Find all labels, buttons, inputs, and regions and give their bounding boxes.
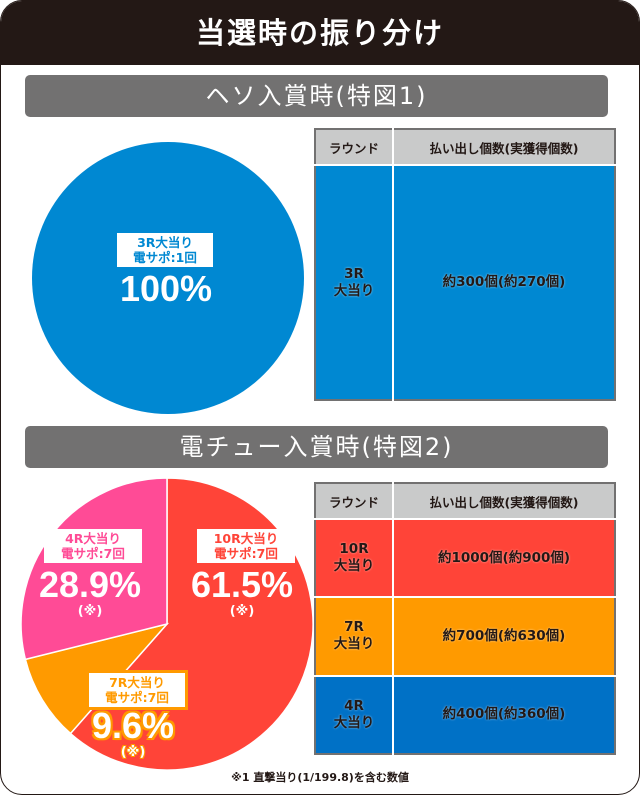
round-type: 大当り [333, 636, 375, 653]
table-row: 10R 大当り 約1000個(約900個) [315, 519, 615, 599]
slice-label-line2: 電サポ:7回 [105, 690, 169, 705]
payout-cell: 約700個(約630個) [393, 597, 615, 677]
section-title-heso: ヘソ入賞時(特図1) [25, 75, 608, 117]
round-cell: 4R 大当り [315, 675, 394, 754]
column-header-payout: 払い出し個数(実獲得個数) [393, 483, 615, 520]
slice-note-10r: (※) [229, 604, 255, 619]
round-type: 大当り [333, 558, 375, 575]
round-type: 大当り [333, 282, 375, 299]
slice-label-line2: 電サポ:7回 [61, 546, 125, 561]
payout-table-denchu: ラウンド 払い出し個数(実獲得個数) 10R 大当り 約1000個(約900個)… [314, 482, 616, 755]
round-cell: 10R 大当り [315, 519, 394, 599]
table-row: 4R 大当り 約400個(約360個) [315, 675, 615, 754]
slice-label-line1: 4R大当り [65, 531, 121, 546]
round-number: 10R [339, 541, 369, 558]
round-number: 4R [344, 697, 364, 714]
table-header-row: ラウンド 払い出し個数(実獲得個数) [315, 483, 615, 520]
payout-table-heso: ラウンド 払い出し個数(実獲得個数) 3R 大当り 約300個(約270個) [314, 128, 616, 401]
footnote: ※1 直撃当り(1/199.8)を含む数値 [231, 771, 409, 784]
slice-label-line1: 3R大当り [137, 235, 193, 250]
round-cell: 3R 大当り [315, 165, 394, 400]
section-title-denchu: 電チュー入賞時(特図2) [25, 426, 608, 468]
slice-label-line1: 10R大当り [213, 531, 279, 546]
slice-percent-3r: 100% [119, 268, 213, 309]
table-row: 7R 大当り 約700個(約630個) [315, 597, 615, 677]
slice-label-line1: 7R大当り [109, 675, 165, 690]
table-header-row: ラウンド 払い出し個数(実獲得個数) [315, 129, 615, 166]
round-cell: 7R 大当り [315, 597, 394, 677]
pie-chart-heso [32, 142, 304, 414]
payout-cell: 約1000個(約900個) [393, 519, 615, 599]
round-type: 大当り [333, 714, 375, 731]
payout-cell: 約300個(約270個) [442, 274, 566, 290]
pie-slice-3r [32, 142, 304, 414]
page-title: 当選時の振り分け [1, 1, 639, 65]
slice-label-10r: 10R大当り 電サポ:7回 [197, 529, 295, 563]
slice-label-line2: 電サポ:1回 [133, 250, 197, 265]
slice-percent-4r: 28.9% [38, 564, 142, 605]
slice-note-7r: (※) [120, 745, 146, 760]
payout-cell: 約400個(約360個) [442, 706, 566, 723]
column-header-payout: 払い出し個数(実獲得個数) [393, 129, 615, 166]
slice-note-4r: (※) [77, 604, 103, 619]
slice-label-7r: 7R大当り 電サポ:7回 [86, 670, 188, 710]
column-header-round: ラウンド [315, 483, 394, 520]
slice-label-line2: 電サポ:7回 [214, 546, 278, 561]
slice-percent-10r: 61.5% [190, 564, 294, 605]
round-number: 7R [344, 619, 364, 636]
slice-label-4r: 4R大当り 電サポ:7回 [44, 529, 142, 563]
slice-percent-7r: 9.6% [91, 705, 175, 746]
round-number: 3R [344, 265, 364, 282]
table-row: 3R 大当り 約300個(約270個) [315, 165, 615, 400]
slice-label-3r: 3R大当り 電サポ:1回 [117, 233, 213, 267]
column-header-round: ラウンド [315, 129, 394, 166]
